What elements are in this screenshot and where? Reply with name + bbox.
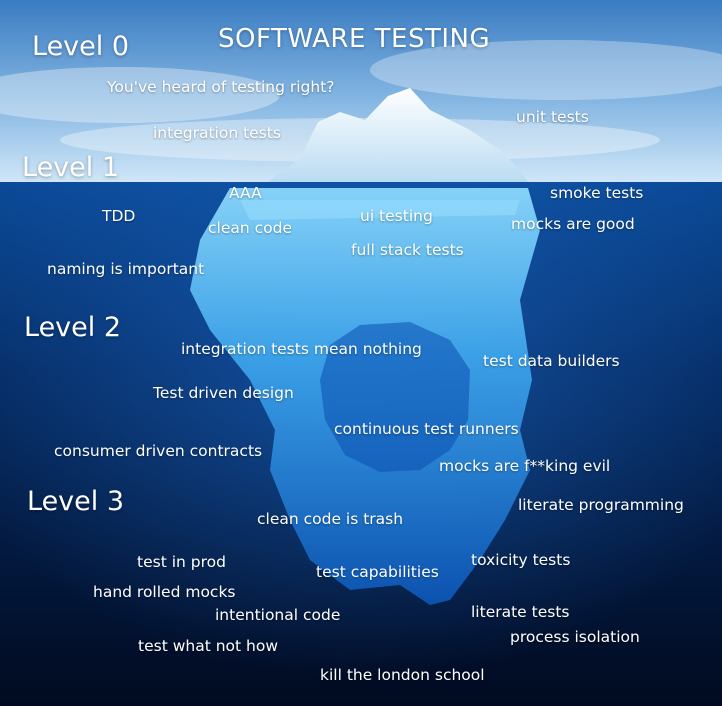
- topic-toxicity-tests: toxicity tests: [471, 551, 571, 569]
- topic-test-data-builders: test data builders: [483, 352, 620, 370]
- topic-tdd: TDD: [102, 207, 136, 225]
- topic-test-in-prod: test in prod: [137, 553, 226, 571]
- iceberg-tip: [268, 88, 528, 182]
- topic-mocks-are-evil: mocks are f**king evil: [439, 457, 611, 475]
- iceberg-cavity: [320, 322, 470, 472]
- topic-intentional-code: intentional code: [215, 606, 341, 624]
- topic-unit-tests: unit tests: [516, 108, 589, 126]
- topic-clean-code: clean code: [208, 219, 292, 237]
- topic-clean-code-is-trash: clean code is trash: [257, 510, 404, 528]
- topic-hand-rolled-mocks: hand rolled mocks: [93, 583, 236, 601]
- iceberg-highlight: [240, 200, 520, 220]
- cloud: [370, 40, 722, 100]
- topic-full-stack-tests: full stack tests: [351, 241, 464, 259]
- topic-test-driven-design: Test driven design: [153, 384, 294, 402]
- level-3-label: Level 3: [27, 486, 125, 517]
- level-1-label: Level 1: [22, 152, 120, 183]
- topic-kill-the-london-school: kill the london school: [320, 666, 485, 684]
- topic-smoke-tests: smoke tests: [550, 184, 644, 202]
- topic-heard-of-testing: You've heard of testing right?: [107, 78, 335, 96]
- topic-test-what-not-how: test what not how: [138, 637, 278, 655]
- topic-aaa: AAA: [229, 184, 262, 202]
- topic-naming-is-important: naming is important: [47, 260, 205, 278]
- topic-literate-programming: literate programming: [518, 496, 684, 514]
- topic-continuous-test-runners: continuous test runners: [334, 420, 519, 438]
- topic-ui-testing: ui testing: [360, 207, 433, 225]
- cloud: [0, 67, 280, 123]
- topic-mocks-are-good: mocks are good: [511, 215, 635, 233]
- topic-literate-tests: literate tests: [471, 603, 570, 621]
- page-title: SOFTWARE TESTING: [218, 24, 491, 54]
- topic-integration-tests-mean-nothing: integration tests mean nothing: [181, 340, 422, 358]
- level-0-label: Level 0: [32, 31, 130, 62]
- level-2-label: Level 2: [24, 312, 122, 343]
- topic-test-capabilities: test capabilities: [316, 563, 439, 581]
- topic-process-isolation: process isolation: [510, 628, 640, 646]
- topic-consumer-driven-contracts: consumer driven contracts: [54, 442, 263, 460]
- topic-integration-tests: integration tests: [153, 124, 281, 142]
